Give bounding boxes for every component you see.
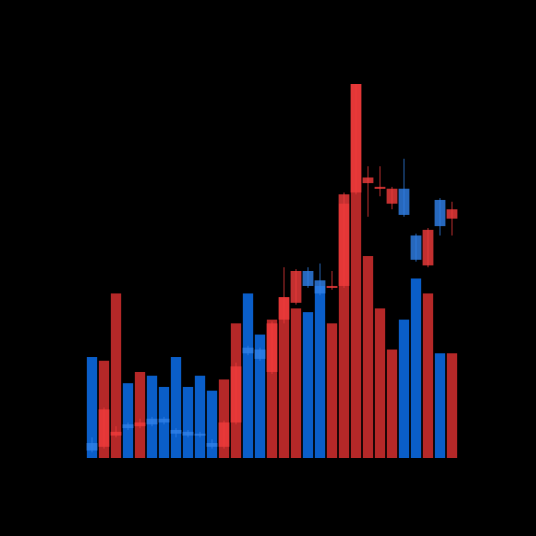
volume-bar — [86, 357, 98, 458]
candle-body — [182, 431, 194, 436]
volume-bar — [242, 293, 254, 458]
volume-bar — [386, 349, 398, 458]
candle-body — [122, 424, 134, 429]
candle-body — [338, 194, 350, 286]
candle-body — [434, 199, 446, 227]
volume-bar — [362, 256, 374, 458]
candle-body — [422, 229, 434, 266]
volume-bar — [122, 383, 134, 458]
candle-body — [410, 235, 422, 260]
candle-body — [314, 280, 326, 294]
candle-body — [326, 285, 338, 288]
volume-bar — [134, 371, 146, 458]
candle-body — [242, 347, 254, 354]
candle-body — [290, 271, 302, 303]
candle-body — [446, 209, 458, 219]
candle-body — [230, 366, 242, 423]
volume-bar — [350, 84, 362, 458]
candle-body — [170, 429, 182, 434]
volume-bar — [434, 353, 446, 458]
volume-bar — [314, 285, 326, 458]
candle-body — [98, 409, 110, 447]
volume-bar — [326, 323, 338, 458]
candle-body — [350, 84, 362, 193]
candle-body — [266, 323, 278, 372]
volume-bar — [290, 308, 302, 458]
candle-body — [374, 186, 386, 189]
candle-body — [278, 297, 290, 320]
candle-body — [362, 177, 374, 184]
volume-bar — [170, 357, 182, 458]
candle-body — [86, 443, 98, 451]
volume-bar — [110, 293, 122, 458]
volume-bar — [338, 203, 350, 458]
volume-bar — [422, 293, 434, 458]
volume-bar — [254, 334, 266, 458]
candle-body — [218, 422, 230, 447]
volume-bar — [398, 319, 410, 458]
volume-bar — [374, 308, 386, 458]
candle-body — [134, 422, 146, 427]
candle-body — [386, 188, 398, 204]
volume-bar — [182, 386, 194, 458]
candle-body — [146, 418, 158, 425]
volume-bar — [410, 278, 422, 458]
volume-bar — [302, 312, 314, 458]
candle-body — [110, 431, 122, 436]
candle-body — [206, 443, 218, 447]
volume-bar — [218, 379, 230, 458]
candle-body — [194, 433, 206, 436]
volume-bar — [194, 375, 206, 458]
volume-bar — [278, 297, 290, 458]
candle-body — [302, 271, 314, 286]
volume-bar — [446, 353, 458, 458]
candle-body — [254, 349, 266, 359]
volume-bar — [206, 390, 218, 458]
volume-bar — [266, 319, 278, 458]
candle-body — [158, 418, 170, 423]
candles — [86, 84, 458, 453]
candle-body — [398, 188, 410, 215]
